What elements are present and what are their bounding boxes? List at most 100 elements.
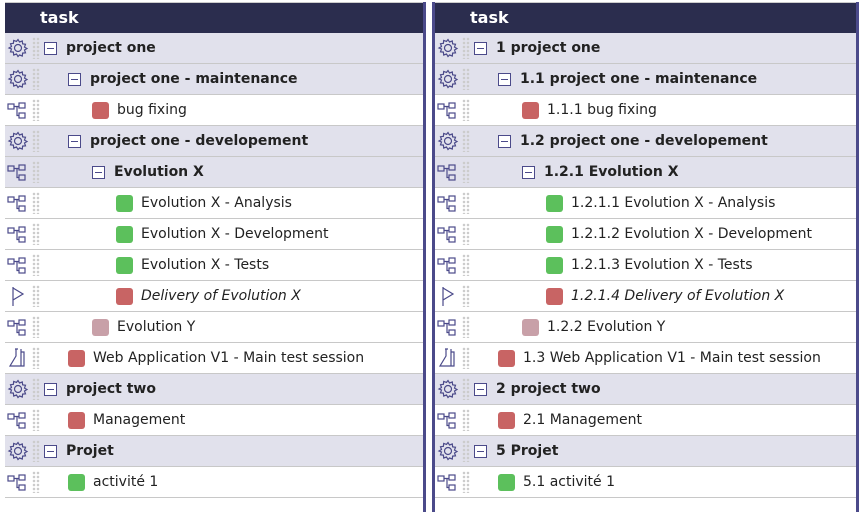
group-row[interactable]: 1.2.1 Evolution X: [435, 157, 856, 188]
collapse-toggle-icon[interactable]: [44, 41, 57, 55]
drag-handle[interactable]: [462, 347, 470, 369]
drag-handle[interactable]: [32, 161, 40, 183]
drag-handle[interactable]: [32, 223, 40, 245]
task-cell: 5 Projet: [474, 436, 558, 466]
group-row[interactable]: Projet: [5, 436, 423, 467]
collapse-toggle-icon[interactable]: [474, 41, 487, 55]
task-row[interactable]: Evolution X - Tests: [5, 250, 423, 281]
task-row[interactable]: 1.3 Web Application V1 - Main test sessi…: [435, 343, 856, 374]
drag-handle[interactable]: [32, 378, 40, 400]
task-label: project one - maintenance: [90, 71, 298, 87]
drag-handle[interactable]: [462, 161, 470, 183]
column-header-task[interactable]: task: [5, 2, 423, 33]
drag-handle[interactable]: [462, 37, 470, 59]
task-row[interactable]: Delivery of Evolution X: [5, 281, 423, 312]
collapse-toggle-icon[interactable]: [68, 134, 81, 148]
drag-handle[interactable]: [462, 409, 470, 431]
column-header-task[interactable]: task: [435, 2, 856, 33]
drag-handle[interactable]: [32, 316, 40, 338]
drag-handle[interactable]: [32, 347, 40, 369]
task-cell: 1.3 Web Application V1 - Main test sessi…: [498, 343, 821, 373]
task-cell: 1 project one: [474, 33, 600, 63]
task-rows: project one project one - maintenance bu…: [5, 33, 423, 498]
flask-icon: [437, 348, 459, 368]
task-label: 1.2.1.3 Evolution X - Tests: [571, 257, 753, 273]
drag-handle[interactable]: [462, 192, 470, 214]
drag-handle[interactable]: [462, 316, 470, 338]
collapse-toggle-icon[interactable]: [474, 382, 487, 396]
task-row[interactable]: 1.1.1 bug fixing: [435, 95, 856, 126]
task-row[interactable]: Evolution X - Analysis: [5, 188, 423, 219]
task-row[interactable]: Management: [5, 405, 423, 436]
drag-handle[interactable]: [462, 130, 470, 152]
task-label: 5.1 activité 1: [523, 474, 616, 490]
task-cell: project one - maintenance: [68, 64, 298, 94]
group-row[interactable]: project one: [5, 33, 423, 64]
drag-handle[interactable]: [32, 99, 40, 121]
task-row[interactable]: bug fixing: [5, 95, 423, 126]
group-row[interactable]: Evolution X: [5, 157, 423, 188]
collapse-toggle-icon[interactable]: [44, 444, 57, 458]
task-label: bug fixing: [117, 102, 187, 118]
drag-handle[interactable]: [462, 285, 470, 307]
task-label: 1.2.2 Evolution Y: [547, 319, 666, 335]
collapse-toggle-icon[interactable]: [522, 165, 535, 179]
collapse-toggle-icon[interactable]: [68, 72, 81, 86]
group-row[interactable]: project two: [5, 374, 423, 405]
drag-handle[interactable]: [462, 440, 470, 462]
status-color-swatch: [498, 473, 515, 491]
group-row[interactable]: 1.2 project one - developement: [435, 126, 856, 157]
drag-handle[interactable]: [32, 130, 40, 152]
group-row[interactable]: 5 Projet: [435, 436, 856, 467]
drag-handle[interactable]: [32, 37, 40, 59]
group-row[interactable]: project one - maintenance: [5, 64, 423, 95]
task-label: 1.1 project one - maintenance: [520, 71, 758, 87]
flag-icon: [437, 286, 459, 306]
drag-handle[interactable]: [462, 254, 470, 276]
gear-icon: [7, 131, 29, 151]
task-label: project one - developement: [90, 133, 309, 149]
task-row[interactable]: 1.2.1.4 Delivery of Evolution X: [435, 281, 856, 312]
drag-handle[interactable]: [462, 223, 470, 245]
drag-handle[interactable]: [32, 192, 40, 214]
task-row[interactable]: 5.1 activité 1: [435, 467, 856, 498]
drag-handle[interactable]: [462, 471, 470, 493]
task-label: Evolution X - Development: [141, 226, 329, 242]
status-color-swatch: [68, 349, 85, 367]
drag-handle[interactable]: [32, 471, 40, 493]
task-row[interactable]: Evolution X - Development: [5, 219, 423, 250]
group-row[interactable]: 1.1 project one - maintenance: [435, 64, 856, 95]
task-cell: Projet: [44, 436, 114, 466]
drag-handle[interactable]: [462, 99, 470, 121]
task-row[interactable]: 1.2.1.3 Evolution X - Tests: [435, 250, 856, 281]
group-row[interactable]: project one - developement: [5, 126, 423, 157]
task-label: Delivery of Evolution X: [141, 288, 301, 304]
drag-handle[interactable]: [32, 68, 40, 90]
collapse-toggle-icon[interactable]: [44, 382, 57, 396]
task-cell: project one: [44, 33, 156, 63]
status-color-swatch: [116, 194, 133, 212]
task-row[interactable]: 1.2.1.1 Evolution X - Analysis: [435, 188, 856, 219]
status-color-swatch: [522, 318, 539, 336]
collapse-toggle-icon[interactable]: [498, 72, 511, 86]
drag-handle[interactable]: [32, 409, 40, 431]
status-color-swatch: [68, 473, 85, 491]
task-label: 2.1 Management: [523, 412, 642, 428]
task-row[interactable]: 2.1 Management: [435, 405, 856, 436]
task-row[interactable]: Evolution Y: [5, 312, 423, 343]
collapse-toggle-icon[interactable]: [92, 165, 105, 179]
task-row[interactable]: 1.2.1.2 Evolution X - Development: [435, 219, 856, 250]
task-row[interactable]: Web Application V1 - Main test session: [5, 343, 423, 374]
drag-handle[interactable]: [32, 254, 40, 276]
drag-handle[interactable]: [32, 440, 40, 462]
group-row[interactable]: 1 project one: [435, 33, 856, 64]
collapse-toggle-icon[interactable]: [474, 444, 487, 458]
drag-handle[interactable]: [32, 285, 40, 307]
flag-icon: [7, 286, 29, 306]
drag-handle[interactable]: [462, 378, 470, 400]
collapse-toggle-icon[interactable]: [498, 134, 511, 148]
task-row[interactable]: 1.2.2 Evolution Y: [435, 312, 856, 343]
drag-handle[interactable]: [462, 68, 470, 90]
group-row[interactable]: 2 project two: [435, 374, 856, 405]
task-row[interactable]: activité 1: [5, 467, 423, 498]
